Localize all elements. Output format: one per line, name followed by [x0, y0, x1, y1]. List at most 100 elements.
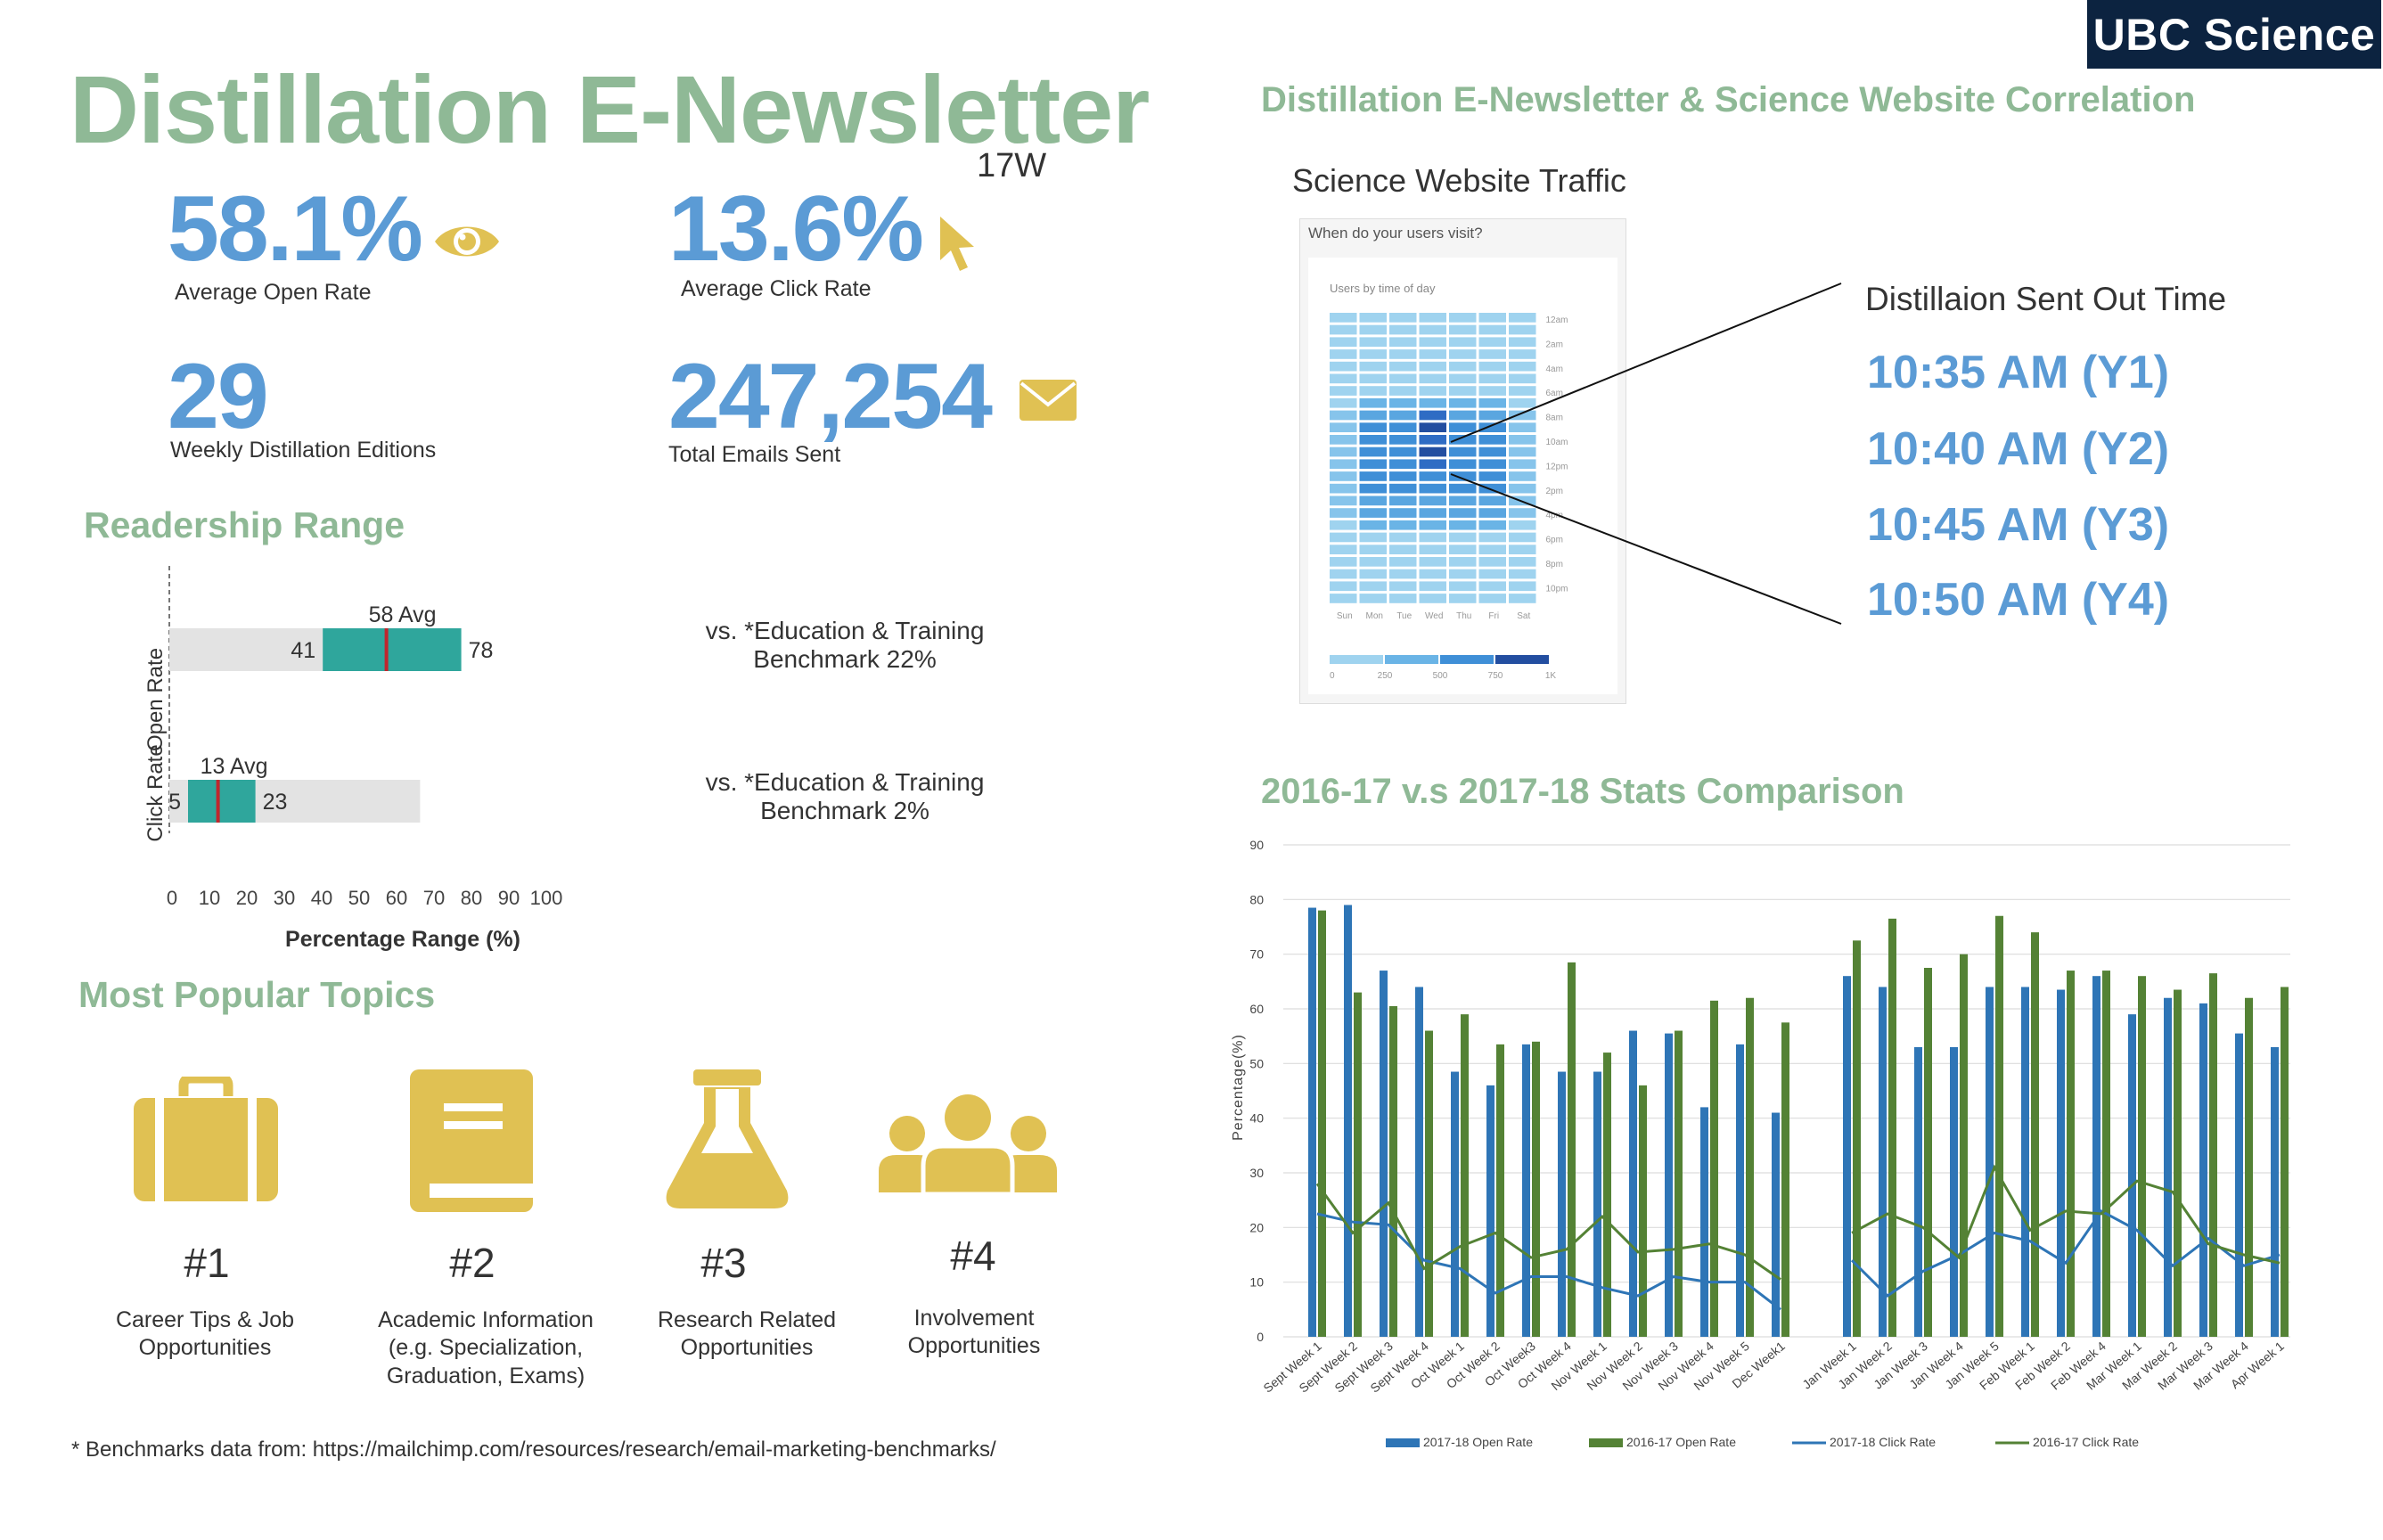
legend-label: 2016-17 Open Rate	[1626, 1435, 1736, 1449]
sent-time-y4: 10:50 AM (Y4)	[1867, 574, 2170, 626]
heatmap-widget-title: When do your users visit?	[1308, 225, 1483, 242]
heatmap-cell	[1478, 373, 1506, 384]
traffic-title: Science Website Traffic	[1292, 162, 1626, 199]
bar-2017-18-open	[2164, 997, 2172, 1337]
heatmap-cell	[1419, 337, 1446, 348]
heatmap-cell	[1449, 422, 1477, 432]
heatmap-scale-swatch	[1495, 655, 1549, 664]
readership-range-chart: Open Rate Click Rate 41 78 58 Avg 5 23 13 Avg…	[143, 566, 563, 952]
heatmap-cell	[1449, 361, 1477, 372]
heatmap-cell	[1330, 569, 1357, 579]
range-max-label: 23	[263, 790, 288, 815]
heatmap-cell	[1449, 435, 1477, 445]
bar-2016-17-open	[2174, 989, 2182, 1337]
comparison-ylabel: Percentage(%)	[1231, 1034, 1246, 1141]
heatmap-hour-label: 4pm	[1546, 511, 1563, 520]
heatmap-cell	[1419, 422, 1446, 432]
bar-2016-17-open	[1496, 1044, 1504, 1337]
range-tick-label: 100	[530, 887, 563, 909]
bar-2017-18-open	[1451, 1071, 1459, 1337]
open-rate-label: Average Open Rate	[175, 280, 372, 305]
y-tick-label: 10	[1249, 1275, 1264, 1290]
bar-2016-17-open	[1888, 918, 1896, 1337]
open-rate-value: 58.1%	[168, 177, 423, 281]
briefcase-icon	[134, 1077, 278, 1201]
y-tick-label: 30	[1249, 1166, 1264, 1180]
range-tick-label: 20	[236, 887, 258, 909]
heatmap-cell	[1478, 422, 1506, 432]
heatmap-cell	[1419, 520, 1446, 530]
heatmap-cell	[1330, 508, 1357, 518]
flask-icon	[666, 1069, 789, 1208]
heatmap-cell	[1389, 557, 1417, 567]
heatmap-cell	[1330, 349, 1357, 359]
topics-heading: Most Popular Topics	[78, 974, 436, 1015]
heatmap-cell	[1509, 373, 1536, 384]
heatmap-cell	[1478, 557, 1506, 567]
sent-time-y1: 10:35 AM (Y1)	[1867, 347, 2170, 398]
bar-2017-18-open	[1593, 1071, 1601, 1337]
heatmap-scale-label: 1K	[1545, 671, 1557, 681]
heatmap-cell	[1359, 324, 1387, 335]
topic-3-label: Research Related Opportunities	[657, 1307, 837, 1361]
heatmap-cell	[1389, 373, 1417, 384]
readership-heading: Readership Range	[84, 504, 405, 545]
heatmap-cell	[1359, 337, 1387, 348]
y-tick-label: 60	[1249, 1002, 1264, 1016]
heatmap-day-label: Sat	[1517, 611, 1530, 621]
bar-2017-18-open	[1665, 1033, 1673, 1337]
average-marker	[216, 780, 220, 823]
heatmap-cell	[1389, 324, 1417, 335]
legend-label: 2017-18 Click Rate	[1830, 1435, 1936, 1449]
heatmap-cell	[1509, 313, 1536, 323]
heatmap-scale-swatch	[1330, 655, 1383, 664]
bar-2016-17-open	[2245, 997, 2253, 1337]
bar-2017-18-open	[1986, 987, 1994, 1337]
heatmap-cell	[1449, 508, 1477, 518]
heatmap-cell	[1419, 471, 1446, 481]
heatmap-cell	[1389, 435, 1417, 445]
emails-value: 247,254	[668, 345, 993, 448]
heatmap-cell	[1449, 581, 1477, 592]
heatmap-cell	[1330, 446, 1357, 457]
editions-label: Weekly Distillation Editions	[170, 438, 437, 463]
heatmap-cell	[1509, 483, 1536, 494]
heatmap-cell	[1478, 337, 1506, 348]
benchmark-footnote: * Benchmarks data from: https://mailchim…	[71, 1438, 996, 1462]
heatmap-day-label: Thu	[1456, 611, 1471, 621]
pointer-lines	[1450, 283, 1842, 625]
heatmap-cell	[1330, 532, 1357, 543]
heatmap-cell	[1419, 446, 1446, 457]
people-icon	[879, 1094, 1057, 1194]
heatmap-cell	[1478, 324, 1506, 335]
click-rate-label: Average Click Rate	[681, 276, 872, 301]
bar-2017-18-open	[1486, 1085, 1494, 1337]
y-tick-label: 80	[1249, 892, 1264, 906]
heatmap-cell	[1449, 386, 1477, 396]
heatmap-day-label: Tue	[1396, 611, 1412, 621]
website-traffic-heatmap: When do your users visit? Users by time …	[1299, 218, 1626, 704]
editions-value: 29	[168, 345, 269, 448]
heatmap-cell	[1449, 459, 1477, 470]
heatmap-cell	[1478, 313, 1506, 323]
heatmap-cell	[1509, 361, 1536, 372]
bar-2016-17-open	[1461, 1014, 1469, 1337]
heatmap-cell	[1478, 459, 1506, 470]
heatmap-hour-label: 6pm	[1546, 536, 1563, 545]
heatmap-cell	[1389, 496, 1417, 506]
heatmap-cell	[1478, 594, 1506, 603]
heatmap-scale-label: 250	[1378, 671, 1393, 681]
heatmap-cell	[1359, 361, 1387, 372]
range-tick-label: 30	[274, 887, 295, 909]
heatmap-cell	[1509, 459, 1536, 470]
legend-label: 2016-17 Click Rate	[2033, 1435, 2139, 1449]
heatmap-cell	[1478, 397, 1506, 408]
heatmap-scale-label: 500	[1433, 671, 1448, 681]
heatmap-cell	[1509, 532, 1536, 543]
bar-2017-18-open	[2199, 1003, 2207, 1337]
topic-1-label: Career Tips & Job Opportunities	[115, 1307, 295, 1361]
bar-2016-17-open	[1675, 1030, 1683, 1337]
page-title: Distillation E-Newsletter	[70, 55, 1150, 163]
heatmap-cell	[1389, 532, 1417, 543]
